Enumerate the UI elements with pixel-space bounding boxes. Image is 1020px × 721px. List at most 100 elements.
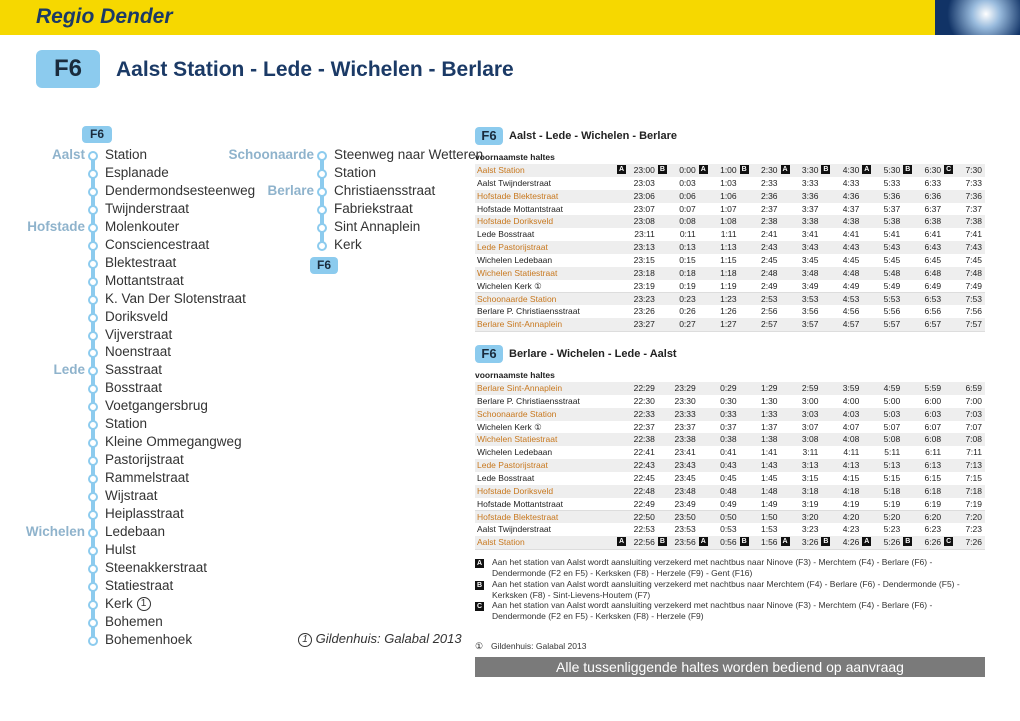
time: 6:57 bbox=[924, 319, 942, 330]
row-stop: Berlare P. Christiaensstraat bbox=[477, 395, 580, 406]
time-cell: 5:13 bbox=[862, 460, 901, 471]
time: 6:41 bbox=[924, 229, 942, 240]
stop-name-text: Fabriekstraat bbox=[334, 200, 413, 216]
time-cell: 22:29 bbox=[617, 383, 655, 393]
time: 2:56 bbox=[760, 306, 778, 317]
time: 4:07 bbox=[842, 421, 860, 432]
stop-name: Station bbox=[105, 416, 147, 431]
time-cell: 6:20 bbox=[903, 512, 942, 522]
time-cell: 3:03 bbox=[781, 409, 819, 419]
time-cell: 6:13 bbox=[903, 460, 942, 470]
time: 23:03 bbox=[633, 177, 655, 188]
time: 23:45 bbox=[674, 472, 696, 483]
time-cell: 3:33 bbox=[781, 178, 819, 188]
time-cell: 4:49 bbox=[821, 281, 860, 291]
time-cell: 3:53 bbox=[781, 294, 819, 304]
row-stop: Hofstade Mottantstraat bbox=[477, 203, 563, 214]
stop-name-text: Wijstraat bbox=[105, 488, 158, 504]
time-cell: 1:30 bbox=[740, 396, 778, 406]
time-cell: 0:11 bbox=[658, 229, 696, 239]
time: 4:57 bbox=[842, 319, 860, 330]
stop-dot bbox=[88, 581, 98, 592]
time-cell: 1:03 bbox=[699, 178, 737, 188]
stop-name: Molenkouter bbox=[105, 219, 179, 234]
time-cell: 2:49 bbox=[740, 281, 778, 291]
time: 4:15 bbox=[842, 472, 860, 483]
stop-name-text: Kerk bbox=[334, 236, 362, 252]
time-cell: 23:37 bbox=[658, 422, 695, 432]
time: 4:08 bbox=[842, 434, 860, 445]
town-label: Berlare bbox=[267, 182, 314, 198]
time: 0:03 bbox=[679, 177, 696, 188]
time-cell: 4:08 bbox=[821, 434, 860, 445]
time-cell: 6:11 bbox=[903, 447, 941, 457]
time: 5:59 bbox=[924, 383, 942, 393]
time: 7:11 bbox=[966, 447, 982, 458]
time: 3:38 bbox=[801, 216, 819, 227]
connection-marker: A bbox=[780, 165, 790, 174]
time: 4:43 bbox=[842, 242, 860, 253]
time-cell: 1:18 bbox=[699, 268, 737, 278]
stop-name: Bohemen bbox=[105, 614, 163, 629]
time-cell: 1:49 bbox=[740, 499, 778, 509]
stop-dot bbox=[88, 510, 98, 520]
time-cell: 0:08 bbox=[658, 216, 696, 226]
stop-name-text: Statiestraat bbox=[105, 577, 174, 593]
time: 3:26 bbox=[801, 537, 819, 548]
time-cell: 4:53 bbox=[821, 294, 860, 304]
time-cell: 1:29 bbox=[740, 383, 778, 393]
stop-name: Dendermondsesteenweg bbox=[105, 183, 255, 198]
stop-name-text: Heiplasstraat bbox=[105, 506, 184, 521]
time: 7:13 bbox=[965, 460, 982, 471]
time: 6:45 bbox=[924, 254, 942, 265]
time: 1:41 bbox=[760, 447, 778, 458]
table-line-badge: F6 bbox=[475, 127, 503, 145]
time-cell: 3:57 bbox=[781, 319, 819, 329]
time: 6:53 bbox=[924, 293, 942, 304]
time-cell: 0:53 bbox=[699, 524, 737, 534]
time: 22:43 bbox=[633, 460, 655, 471]
footer-bar: Alle tussenliggende haltes worden bedien… bbox=[475, 657, 985, 677]
time-cell: 3:37 bbox=[781, 204, 819, 214]
time: 2:49 bbox=[760, 280, 778, 291]
time-cell: 6:36 bbox=[903, 190, 942, 201]
time-cell: B 23:56 bbox=[657, 537, 696, 547]
network-note: 1 Gildenhuis: Galabal 2013 bbox=[298, 631, 462, 647]
table-line-badge: F6 bbox=[475, 345, 503, 363]
time: 0:49 bbox=[720, 498, 737, 509]
time-cell: 7:38 bbox=[944, 216, 982, 226]
time-cell: 23:48 bbox=[658, 486, 695, 496]
time: 0:26 bbox=[679, 306, 696, 317]
time: 7:20 bbox=[965, 511, 982, 522]
connection-marker: B bbox=[903, 537, 913, 547]
stop-dot bbox=[88, 186, 98, 197]
time-cell: 6:18 bbox=[903, 486, 942, 496]
stop-dot bbox=[88, 599, 98, 610]
time-cell: 7:18 bbox=[944, 486, 982, 496]
time-cell: 5:20 bbox=[862, 512, 901, 522]
time-cell: 7:53 bbox=[944, 294, 982, 304]
stop-name-text: Pastorijstraat bbox=[105, 452, 184, 468]
time: 5:45 bbox=[883, 254, 901, 265]
time: 6:07 bbox=[924, 421, 942, 432]
time-cell: 4:15 bbox=[821, 472, 860, 483]
time-cell: 7:48 bbox=[944, 268, 982, 278]
table-subtitle: voornaamste haltes bbox=[475, 152, 555, 162]
time: 4:59 bbox=[883, 383, 901, 393]
note-text: Aan het station van Aalst wordt aansluit… bbox=[492, 557, 933, 578]
stop-name-text: Molenkouter bbox=[105, 218, 180, 234]
row-stop: Wichelen Statiestraat bbox=[477, 267, 558, 278]
time-cell: 0:48 bbox=[699, 486, 737, 496]
time: 6:03 bbox=[924, 408, 942, 419]
time: 1:00 bbox=[720, 165, 737, 175]
time: 23:49 bbox=[674, 498, 696, 509]
time: 1:33 bbox=[760, 408, 778, 419]
stop-name: Station bbox=[334, 165, 376, 180]
time: 3:49 bbox=[801, 280, 819, 291]
time: 6:36 bbox=[924, 190, 942, 201]
time: 4:38 bbox=[842, 216, 860, 227]
time: 1:13 bbox=[720, 242, 737, 253]
stop-name: Bosstraat bbox=[105, 380, 162, 395]
time: 5:13 bbox=[883, 460, 901, 471]
header-image bbox=[935, 0, 1020, 35]
